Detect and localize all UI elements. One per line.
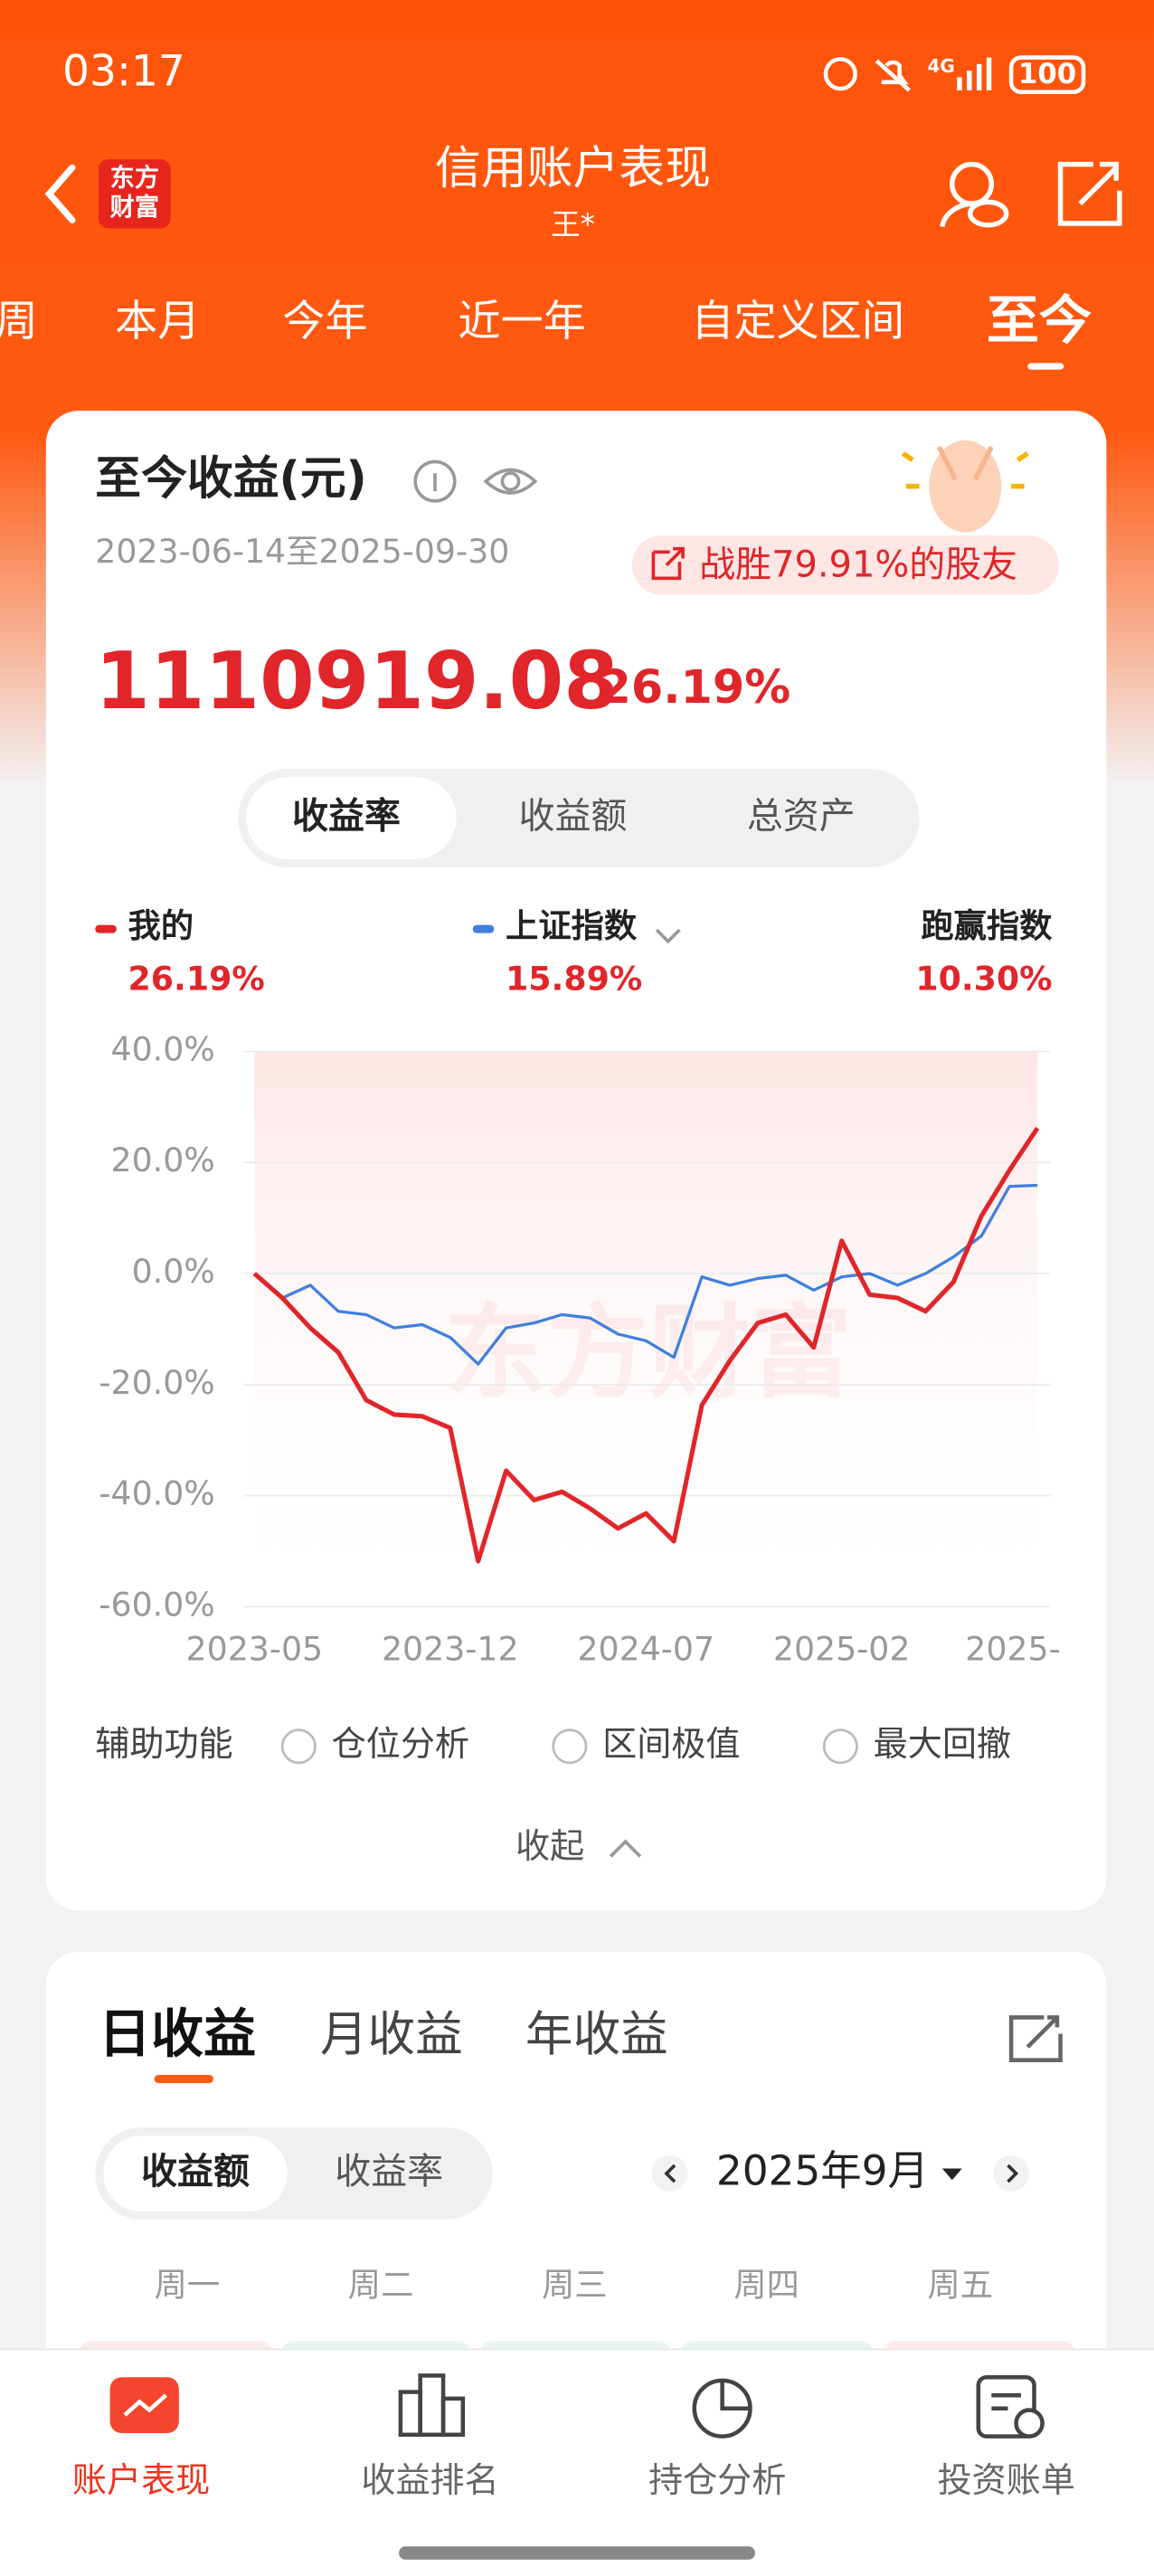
option-label[interactable]: 仓位分析 <box>332 1724 469 1764</box>
outperform-label: 跑赢指数 <box>921 906 1053 945</box>
month-dropdown[interactable] <box>941 2168 962 2181</box>
period-tab[interactable]: 近一年 <box>458 297 586 346</box>
option-label[interactable]: 区间极值 <box>602 1724 740 1764</box>
outperform-value: 10.30% <box>915 959 1052 998</box>
mode-tab-active <box>103 2136 288 2211</box>
metric-tab[interactable]: 总资产 <box>747 796 856 838</box>
y-tick-label: 0.0% <box>132 1252 215 1291</box>
option-radio[interactable] <box>552 1728 588 1765</box>
badge[interactable] <box>631 535 1059 595</box>
y-tick-label: -40.0% <box>99 1474 214 1513</box>
info-icons <box>413 459 538 503</box>
profile-icon[interactable] <box>940 161 1009 228</box>
collapse[interactable]: 收起 <box>516 1826 584 1866</box>
weekday: 周五 <box>928 2265 994 2304</box>
x-tick-label: 2023-12 <box>382 1629 519 1668</box>
clap-illustration <box>901 440 1029 533</box>
dropdown[interactable] <box>655 928 681 944</box>
nav-label[interactable]: 账户表现 <box>72 2460 210 2500</box>
period-tab[interactable]: 至今 <box>987 289 1092 351</box>
prev-month[interactable] <box>651 2155 688 2192</box>
collapse-icon[interactable] <box>609 1839 642 1858</box>
legend-swatch <box>95 924 117 933</box>
total-return: 26.19% <box>600 660 791 714</box>
back-button[interactable] <box>44 164 76 224</box>
daily-tab[interactable]: 年收益 <box>525 2007 668 2062</box>
weekday: 周四 <box>733 2265 799 2304</box>
y-tick-label: -20.0% <box>99 1363 214 1402</box>
daily-tab[interactable]: 日收益 <box>99 2003 256 2064</box>
series-line <box>252 1126 1040 1564</box>
y-tick-label: 40.0% <box>111 1029 215 1068</box>
period-tab[interactable]: 周 <box>0 297 38 346</box>
daily-tab[interactable]: 月收益 <box>320 2007 463 2062</box>
tools-label: 辅助功能 <box>95 1724 232 1764</box>
logo <box>98 159 171 229</box>
date-range: 2023-06-14至2025-09-30 <box>95 532 509 571</box>
metric-tab[interactable]: 收益额 <box>519 796 628 838</box>
home-indicator <box>399 2546 755 2560</box>
option-radio[interactable] <box>280 1728 317 1765</box>
weekday: 周三 <box>542 2265 608 2304</box>
badge-icon <box>651 546 685 581</box>
option-label[interactable]: 最大回撤 <box>874 1724 1011 1764</box>
legend-value: 26.19% <box>128 959 265 998</box>
x-tick-label: 2023-05 <box>186 1629 324 1668</box>
series-line <box>253 1183 1038 1366</box>
mode-tab[interactable]: 收益额 <box>141 2151 250 2192</box>
y-tick-label: -60.0% <box>99 1585 214 1624</box>
metric-tab-active <box>246 777 457 859</box>
network: 4G <box>928 55 955 77</box>
weekday: 周二 <box>348 2265 414 2304</box>
month-arrows <box>664 2164 1019 2183</box>
watermark: 东方财富 <box>445 1294 852 1413</box>
nav-label[interactable]: 收益排名 <box>361 2460 498 2500</box>
period-tab[interactable]: 自定义区间 <box>691 297 904 346</box>
month[interactable]: 2025年9月 <box>716 2146 929 2194</box>
status-time: 03:17 <box>62 47 185 97</box>
signal <box>957 57 992 90</box>
period-tab[interactable]: 今年 <box>282 297 367 346</box>
logo-text: 财富 <box>110 193 159 222</box>
status-icons <box>823 55 1086 94</box>
page-title: 信用账户表现 <box>435 141 711 194</box>
x-tick-label: 2024-07 <box>577 1629 714 1668</box>
daily-tab-indicator <box>154 2075 213 2084</box>
metric-tab[interactable]: 收益率 <box>292 796 401 838</box>
logo-text: 东方 <box>110 163 159 192</box>
battery: 100 <box>1018 58 1076 90</box>
summary-title: 至今收益(元) <box>95 451 367 505</box>
legend-value: 15.89% <box>506 959 642 998</box>
option-radio[interactable] <box>822 1728 858 1765</box>
x-tick-label: 2025- <box>965 1629 1060 1668</box>
next-month[interactable] <box>993 2155 1030 2192</box>
mode-tab[interactable]: 收益率 <box>335 2151 443 2192</box>
bottom-nav <box>0 2349 1154 2576</box>
share-icon[interactable] <box>1057 161 1122 226</box>
legend-swatch <box>472 924 495 933</box>
legend-name: 我的 <box>128 906 194 945</box>
tab-indicator <box>1027 363 1064 370</box>
daily-share[interactable] <box>1008 2015 1063 2062</box>
period-tab[interactable]: 本月 <box>115 297 200 346</box>
account-name: 王* <box>551 208 595 242</box>
nav-label[interactable]: 持仓分析 <box>648 2460 786 2500</box>
y-tick-label: 20.0% <box>111 1141 215 1179</box>
nav-label[interactable]: 投资账单 <box>937 2460 1074 2500</box>
total-profit: 1110919.08 <box>95 635 619 727</box>
x-tick-label: 2025-02 <box>773 1629 911 1668</box>
badge-text: 战胜79.91%的股友 <box>699 545 1017 586</box>
weekday: 周一 <box>155 2265 221 2304</box>
legend-name: 上证指数 <box>506 906 638 945</box>
nav-icons <box>109 2373 1045 2439</box>
